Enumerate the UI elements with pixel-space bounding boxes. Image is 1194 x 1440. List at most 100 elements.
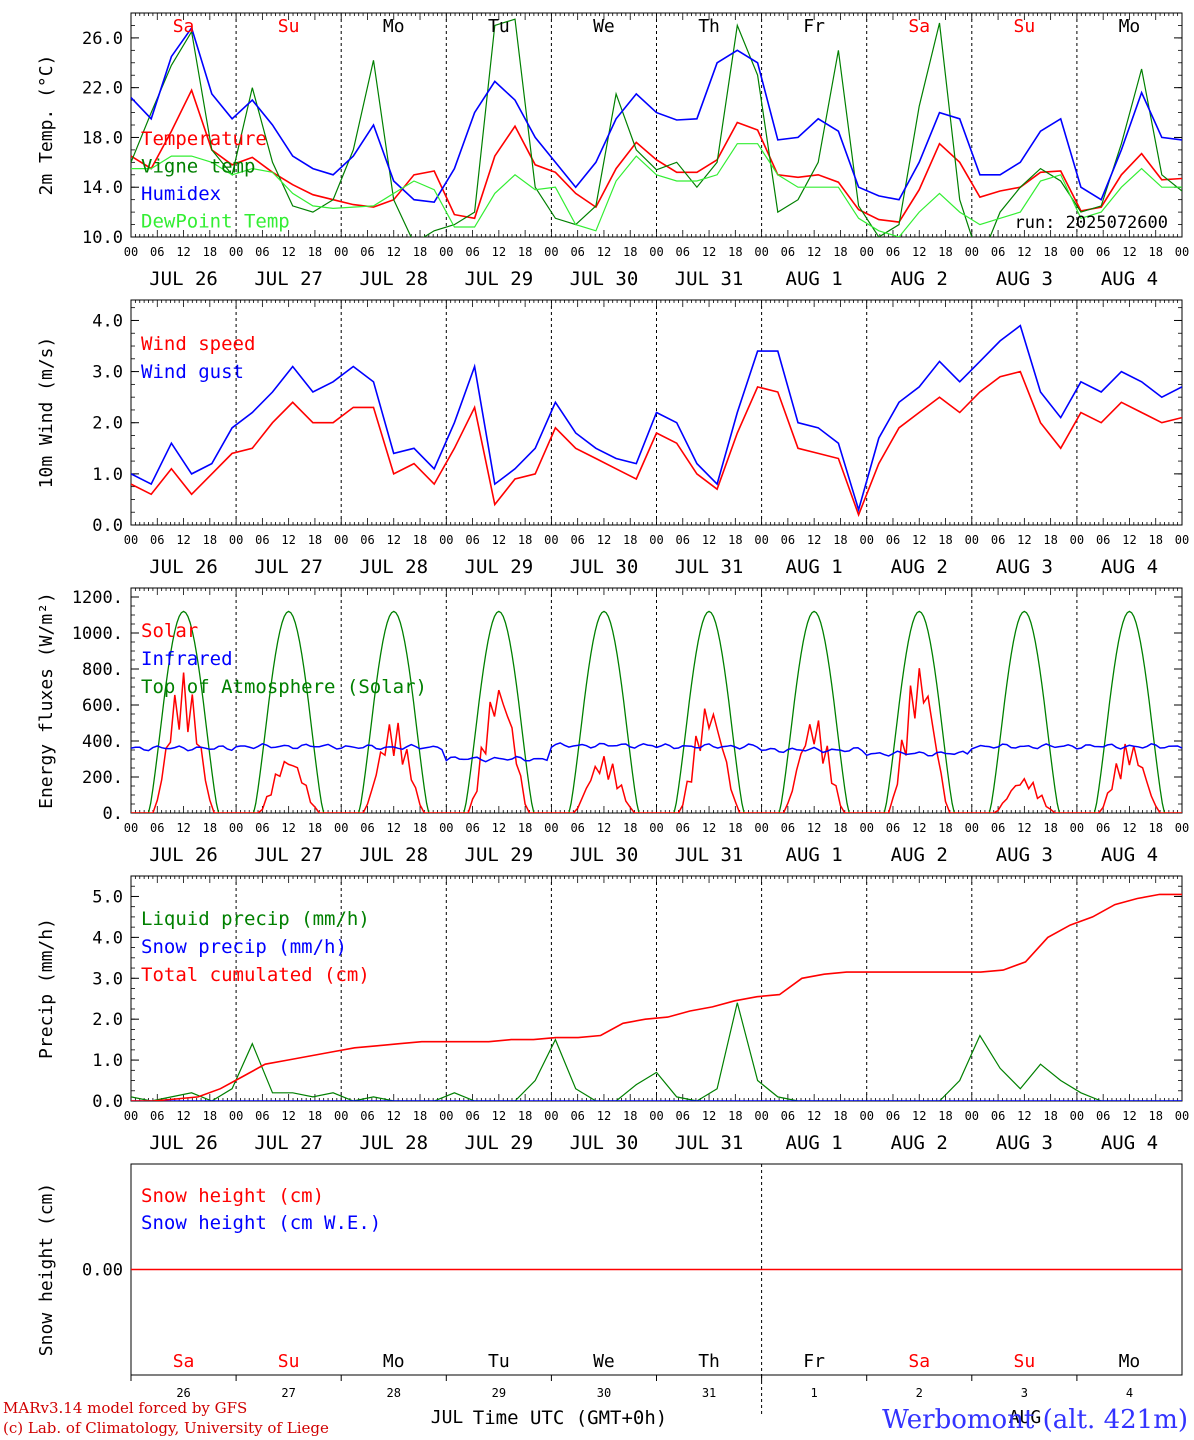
x-hour-label: 12 — [176, 533, 190, 547]
x-hour-label: 00 — [229, 533, 243, 547]
x-hour-label: 06 — [465, 245, 479, 259]
x-hour-label: 12 — [597, 1109, 611, 1123]
x-date-label: JUL 29 — [465, 844, 534, 866]
series-line-0 — [131, 370, 1182, 518]
x-hour-label: 18 — [413, 1109, 427, 1123]
x-date-label: AUG 1 — [786, 268, 843, 290]
x-date-label: JUL 26 — [149, 556, 218, 578]
day-number: 28 — [387, 1386, 401, 1400]
x-hour-label: 18 — [728, 245, 742, 259]
x-hour-label: 12 — [912, 245, 926, 259]
x-date-label: AUG 2 — [891, 844, 948, 866]
legend-entry: Snow precip (mm/h) — [141, 936, 347, 958]
day-number: 3 — [1021, 1386, 1028, 1400]
x-hour-label: 06 — [570, 1109, 584, 1123]
x-hour-label: 00 — [544, 245, 558, 259]
x-date-label: AUG 1 — [786, 1132, 843, 1154]
legend-entry: Total cumulated (cm) — [141, 964, 370, 986]
y-tick-label: 800. — [82, 660, 123, 680]
x-hour-label: 12 — [807, 821, 821, 835]
month-right-label: AUG — [1009, 1407, 1042, 1428]
x-hour-label: 00 — [754, 245, 768, 259]
x-date-label: JUL 29 — [465, 556, 534, 578]
x-date-label: JUL 27 — [254, 268, 323, 290]
x-hour-label: 18 — [203, 821, 217, 835]
month-left-label: JUL — [431, 1407, 464, 1428]
series-line-1 — [131, 18, 1182, 237]
x-hour-label: 00 — [965, 821, 979, 835]
x-hour-label: 00 — [965, 1109, 979, 1123]
x-hour-label: 06 — [1096, 1109, 1110, 1123]
y-tick-label: 0.0 — [92, 516, 123, 536]
weekday-label: Fr — [803, 1351, 825, 1372]
x-hour-label: 18 — [518, 821, 532, 835]
x-hour-label: 12 — [1017, 245, 1031, 259]
x-hour-label: 18 — [518, 1109, 532, 1123]
x-hour-label: 18 — [1148, 245, 1162, 259]
x-date-label: JUL 28 — [359, 268, 428, 290]
series-group — [131, 324, 1182, 518]
x-hour-label: 12 — [281, 821, 295, 835]
y-tick-label: 2.0 — [92, 1010, 123, 1030]
x-date-label: JUL 29 — [465, 1132, 534, 1154]
x-hour-label: 18 — [518, 245, 532, 259]
x-hour-label: 18 — [623, 533, 637, 547]
day-number: 2 — [916, 1386, 923, 1400]
y-axis-label: Energy fluxes (W/m²) — [36, 592, 57, 809]
y-tick-label: 3.0 — [92, 363, 123, 383]
x-hour-label: 12 — [1122, 1109, 1136, 1123]
x-hour-label: 18 — [413, 821, 427, 835]
x-hour-label: 18 — [308, 533, 322, 547]
y-tick-label: 1000. — [72, 624, 123, 644]
legend-entry: Snow height (cm W.E.) — [141, 1212, 381, 1234]
x-hour-label: 06 — [255, 821, 269, 835]
x-hour-label: 00 — [439, 533, 453, 547]
x-hour-label: 18 — [203, 245, 217, 259]
x-hour-label: 12 — [912, 821, 926, 835]
panel-wind — [130, 299, 1183, 526]
panel-precip — [130, 875, 1183, 1102]
x-hour-label: 00 — [859, 821, 873, 835]
series-line-2 — [131, 893, 1182, 1101]
x-hour-label: 18 — [728, 1109, 742, 1123]
x-hour-label: 18 — [938, 533, 952, 547]
x-date-label: JUL 27 — [254, 556, 323, 578]
x-hour-label: 00 — [229, 1109, 243, 1123]
x-date-label: AUG 1 — [786, 556, 843, 578]
x-hour-label: 06 — [255, 533, 269, 547]
x-hour-label: 00 — [1070, 533, 1084, 547]
x-date-label: JUL 28 — [359, 556, 428, 578]
x-hour-label: 12 — [702, 533, 716, 547]
x-date-label: AUG 4 — [1101, 844, 1158, 866]
plot-frame — [130, 12, 1183, 238]
weekday-label: Tu — [488, 16, 510, 37]
x-hour-label: 06 — [360, 533, 374, 547]
x-hour-label: 00 — [1175, 821, 1189, 835]
x-hour-label: 12 — [702, 1109, 716, 1123]
x-hour-label: 12 — [492, 821, 506, 835]
legend-entry: Temperature — [141, 128, 267, 150]
x-hour-label: 12 — [1122, 821, 1136, 835]
legend-entry: Vigne temp — [141, 156, 255, 178]
series-line-0 — [131, 1002, 1182, 1101]
x-hour-label: 06 — [991, 533, 1005, 547]
x-date-label: AUG 2 — [891, 1132, 948, 1154]
weekday-label: Sa — [173, 16, 195, 37]
x-date-label: AUG 4 — [1101, 556, 1158, 578]
x-hour-label: 12 — [176, 245, 190, 259]
x-hour-label: 18 — [833, 533, 847, 547]
x-date-label: AUG 2 — [891, 268, 948, 290]
x-hour-label: 12 — [492, 1109, 506, 1123]
x-date-label: JUL 31 — [675, 268, 744, 290]
x-hour-label: 00 — [439, 1109, 453, 1123]
y-axis-label: 2m Temp. (°C) — [36, 55, 57, 196]
x-hour-label: 18 — [728, 533, 742, 547]
x-date-label: JUL 27 — [254, 844, 323, 866]
x-hour-label: 00 — [124, 821, 138, 835]
x-hour-label: 12 — [912, 1109, 926, 1123]
x-hour-label: 06 — [781, 533, 795, 547]
weekday-label: Su — [278, 16, 300, 37]
y-tick-label: 0.0 — [92, 1092, 123, 1112]
x-hour-label: 06 — [150, 1109, 164, 1123]
day-number: 1 — [811, 1386, 818, 1400]
